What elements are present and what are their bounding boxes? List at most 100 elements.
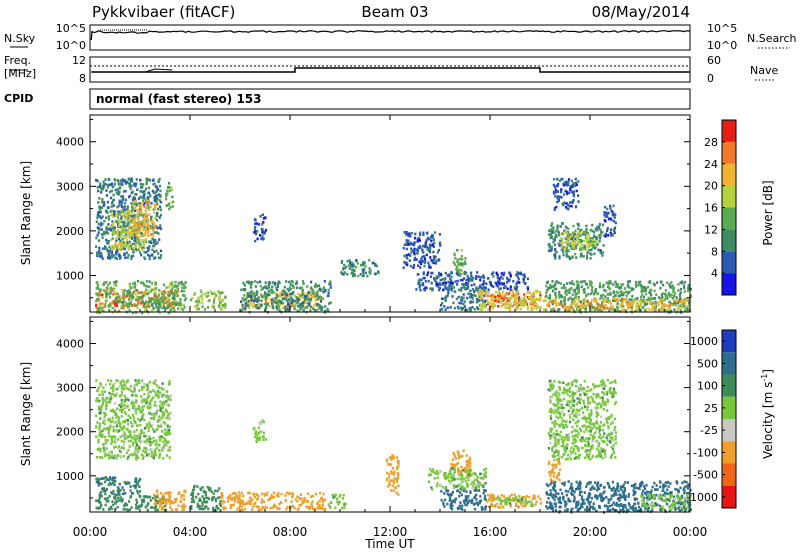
heatmap-cell: [114, 402, 117, 405]
heatmap-cell: [625, 301, 628, 304]
heatmap-cell: [148, 305, 151, 308]
heatmap-cell: [497, 300, 500, 303]
heatmap-cell: [128, 215, 131, 218]
heatmap-cell: [110, 483, 113, 486]
heatmap-cell: [167, 500, 170, 503]
heatmap-cell: [254, 225, 257, 229]
heatmap-cell: [533, 304, 536, 308]
heatmap-cell: [423, 255, 426, 258]
heatmap-cell: [105, 397, 108, 400]
heatmap-cell: [552, 241, 555, 244]
heatmap-cell: [421, 282, 424, 285]
heatmap-cell: [98, 206, 101, 209]
heatmap-cell: [99, 288, 102, 292]
heatmap-cell: [302, 308, 305, 312]
heatmap-cell: [162, 303, 165, 306]
heatmap-cell: [190, 507, 193, 510]
heatmap-cell: [131, 390, 134, 394]
heatmap-cell: [572, 288, 575, 292]
heatmap-cell: [375, 264, 378, 268]
heatmap-cell: [215, 505, 218, 509]
heatmap-cell: [174, 284, 177, 287]
heatmap-cell: [571, 184, 574, 187]
heatmap-cell: [165, 197, 168, 201]
heatmap-cell: [352, 268, 355, 272]
heatmap-cell: [456, 248, 459, 252]
heatmap-cell: [473, 290, 476, 293]
heatmap-cell: [120, 201, 123, 204]
heatmap-cell: [580, 285, 583, 288]
heatmap-cell: [133, 420, 136, 423]
y-tick-label: 4000: [56, 136, 84, 149]
heatmap-cell: [583, 291, 586, 294]
heatmap-cell: [193, 305, 197, 308]
heatmap-cell: [155, 299, 158, 303]
heatmap-cell: [432, 238, 435, 241]
heatmap-cell: [274, 281, 277, 285]
heatmap-cell: [451, 281, 454, 285]
heatmap-cell: [199, 295, 202, 299]
heatmap-cell: [663, 304, 666, 307]
heatmap-cell: [606, 207, 609, 211]
heatmap-cell: [474, 277, 477, 280]
heatmap-cell: [142, 242, 145, 245]
heatmap-cell: [131, 311, 135, 315]
heatmap-cell: [560, 303, 563, 306]
heatmap-cell: [202, 500, 206, 504]
heatmap-cell: [203, 506, 207, 509]
heatmap-cell: [138, 381, 141, 384]
heatmap-cell: [596, 225, 599, 228]
heatmap-cell: [100, 256, 103, 259]
heatmap-cell: [433, 231, 437, 234]
heatmap-cell: [115, 299, 118, 302]
heatmap-cell: [127, 228, 130, 231]
heatmap-cell: [157, 207, 160, 211]
heatmap-cell: [248, 306, 251, 310]
heatmap-cell: [175, 290, 178, 293]
heatmap-cell: [122, 235, 125, 238]
heatmap-cell: [569, 244, 572, 248]
heatmap-cell: [139, 423, 142, 427]
heatmap-cell: [105, 383, 108, 387]
heatmap-cell: [526, 305, 529, 309]
heatmap-cell: [594, 240, 597, 243]
heatmap-cell: [106, 496, 109, 500]
heatmap-cell: [103, 203, 106, 207]
heatmap-cell: [643, 303, 646, 307]
heatmap-cell: [146, 439, 149, 443]
heatmap-cell: [146, 396, 149, 400]
heatmap-cell: [240, 300, 243, 304]
heatmap-cell: [509, 273, 512, 277]
heatmap-cell: [141, 311, 144, 315]
heatmap-cell: [162, 420, 165, 424]
heatmap-cell: [576, 303, 579, 307]
heatmap-cell: [207, 488, 210, 491]
heatmap-cell: [284, 305, 287, 308]
heatmap-cell: [191, 491, 194, 495]
heatmap-cell: [567, 178, 571, 181]
heatmap-cell: [269, 298, 272, 301]
heatmap-cell: [254, 298, 257, 301]
heatmap-cell: [526, 277, 529, 281]
heatmap-cell: [120, 210, 123, 214]
heatmap-cell: [99, 506, 102, 510]
heatmap-cell: [590, 299, 593, 302]
heatmap-cell: [427, 236, 430, 240]
heatmap-cell: [105, 227, 108, 231]
heatmap-cell: [596, 229, 599, 232]
heatmap-cell: [105, 299, 108, 303]
heatmap-cell: [559, 225, 562, 228]
heatmap-cell: [135, 215, 138, 219]
heatmap-cell: [455, 297, 458, 301]
heatmap-cell: [158, 177, 161, 181]
heatmap-cell: [158, 501, 161, 504]
heatmap-cell: [163, 416, 166, 419]
heatmap-cell: [584, 282, 588, 286]
heatmap-cell: [577, 298, 580, 301]
heatmap-cell: [297, 298, 300, 301]
heatmap-cell: [553, 185, 556, 189]
heatmap-cell: [151, 308, 154, 312]
heatmap-cell: [126, 379, 129, 382]
power-colorbar-swatch: [722, 163, 736, 186]
heatmap-cell: [476, 297, 479, 301]
